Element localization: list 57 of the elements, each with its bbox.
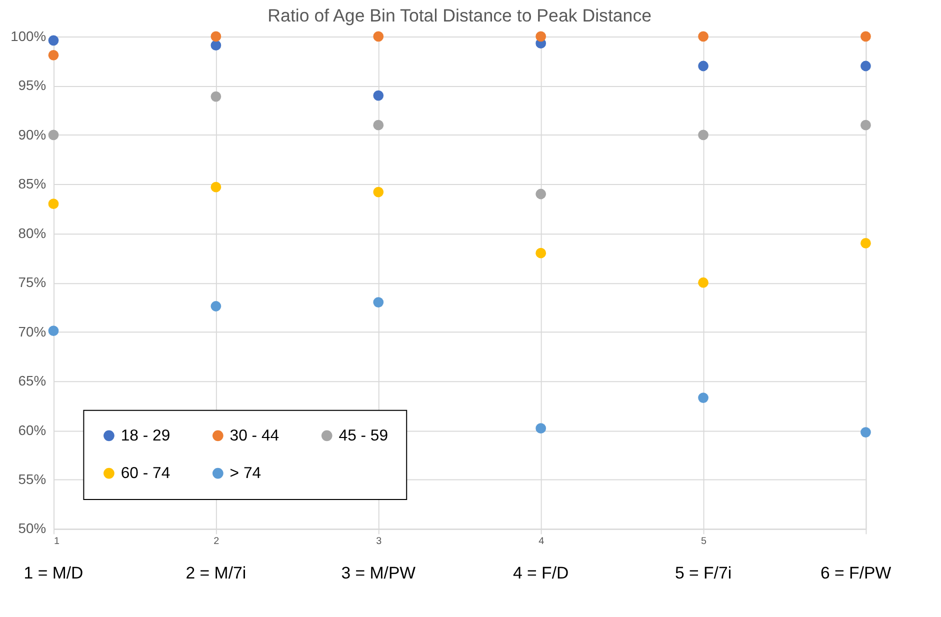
y-tick-label: 55% xyxy=(18,470,46,487)
point xyxy=(860,60,871,72)
x-tick-label: 1 xyxy=(54,536,60,548)
x-tick-label: 2 xyxy=(214,536,220,548)
y-tick-label: 65% xyxy=(18,372,46,389)
text: 2 = M/7i xyxy=(186,563,246,582)
legend-label: > 74 xyxy=(230,465,262,482)
text: 4 = F/D xyxy=(513,563,569,582)
point xyxy=(373,120,384,130)
y-tick-label: 85% xyxy=(18,176,46,192)
point xyxy=(536,31,546,42)
y-tick-label: 80% xyxy=(18,224,46,241)
point xyxy=(698,31,708,42)
x-tick-label: 4 xyxy=(538,536,545,548)
y-tick-label: 50% xyxy=(18,520,46,536)
point xyxy=(860,120,871,130)
point xyxy=(698,277,708,288)
point xyxy=(373,297,384,308)
point xyxy=(536,423,546,434)
point xyxy=(210,301,222,312)
point xyxy=(48,35,59,46)
y-tick-label: 90% xyxy=(18,126,46,142)
point xyxy=(48,198,59,210)
point xyxy=(48,326,59,336)
legend-label: 45 - 59 xyxy=(338,428,388,445)
text: 6 = F/PW xyxy=(820,563,892,582)
x-tick-label: 3 xyxy=(376,536,382,548)
point xyxy=(698,392,708,403)
point xyxy=(48,130,59,140)
point xyxy=(373,90,384,101)
point xyxy=(48,50,59,60)
y-tick-label: 60% xyxy=(18,422,46,438)
point xyxy=(210,182,222,192)
legend-label: 30 - 44 xyxy=(230,428,280,445)
legend-label: 60 - 74 xyxy=(120,465,170,482)
point xyxy=(698,60,708,72)
point xyxy=(860,238,871,248)
y-tick-label: 100% xyxy=(10,28,46,44)
point xyxy=(536,248,546,258)
point xyxy=(210,40,222,51)
point xyxy=(210,31,222,42)
point xyxy=(210,91,222,102)
point xyxy=(536,188,546,200)
x-tick-label: 5 xyxy=(701,536,708,548)
chart-title: Ratio of Age Bin Total Distance to Peak Distance xyxy=(268,6,652,26)
point xyxy=(698,130,708,140)
text: 3 = M/PW xyxy=(341,563,416,582)
point xyxy=(373,186,384,198)
y-tick-label: 95% xyxy=(18,77,46,94)
text: 1 = M/D xyxy=(24,563,84,582)
y-tick-label: 75% xyxy=(18,274,46,290)
point xyxy=(373,31,384,42)
y-tick-label: 70% xyxy=(18,323,46,340)
text: 5 = F/7i xyxy=(674,563,732,582)
legend-label: 18 - 29 xyxy=(120,428,170,445)
point xyxy=(860,31,871,42)
point xyxy=(860,427,871,438)
